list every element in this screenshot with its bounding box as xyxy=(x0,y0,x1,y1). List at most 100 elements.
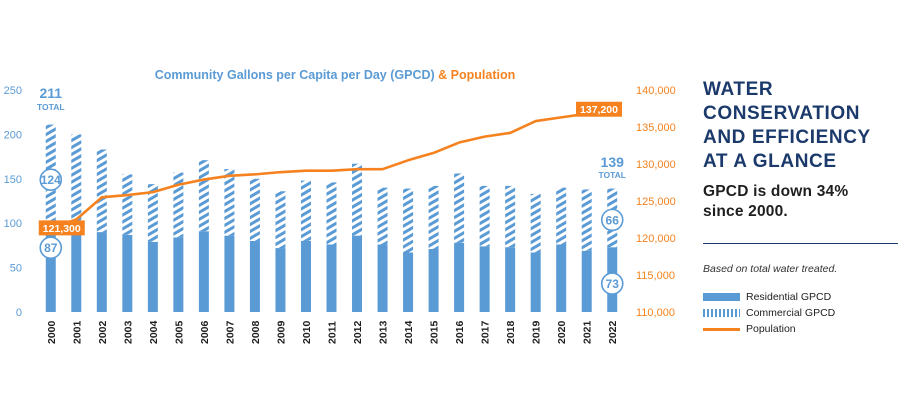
x-tick-label: 2021 xyxy=(582,320,594,344)
total-end-word: TOTAL xyxy=(598,170,626,180)
x-tick-label: 2000 xyxy=(46,320,58,344)
residential-start-badge-value: 87 xyxy=(44,241,58,255)
commercial-bar xyxy=(198,160,209,232)
x-tick-label: 2001 xyxy=(71,320,83,344)
residential-bar xyxy=(198,231,209,312)
legend-label-population: Population xyxy=(746,323,796,335)
x-axis-labels: 2000 2001 2002 2003 2004 2005 2006 2007 2008 2009… xyxy=(46,320,619,344)
sidebar-note: Based on total water treated. xyxy=(703,263,838,275)
x-tick-label: 2022 xyxy=(607,320,619,344)
sidebar-title: WATER CONSERVATION AND EFFICIENCY AT A G… xyxy=(703,79,871,172)
x-tick-label: 2006 xyxy=(199,320,211,344)
residential-swatch xyxy=(703,293,740,301)
commercial-bar xyxy=(249,178,260,241)
residential-bar xyxy=(403,252,414,312)
population-line xyxy=(50,109,613,230)
legend-item-commercial: Commercial GPCD xyxy=(703,305,835,321)
commercial-bar xyxy=(122,174,133,235)
x-tick-label: 2014 xyxy=(403,320,415,344)
residential-end-badge-value: 73 xyxy=(606,277,620,291)
residential-bar xyxy=(275,248,286,312)
residential-bar xyxy=(45,234,56,312)
commercial-swatch xyxy=(703,309,740,317)
residential-bar xyxy=(530,252,541,312)
right-tick-label: 115,000 xyxy=(636,270,675,282)
commercial-bar xyxy=(71,134,82,234)
left-tick-label: 50 xyxy=(10,263,22,275)
residential-bar xyxy=(71,233,82,312)
commercial-bar xyxy=(479,185,490,247)
left-tick-label: 200 xyxy=(4,129,22,141)
residential-bar xyxy=(96,232,107,312)
commercial-bar xyxy=(147,184,158,242)
total-start-value: 211 xyxy=(39,85,62,101)
commercial-end-badge-circle xyxy=(600,208,624,232)
residential-bar xyxy=(352,235,363,312)
commercial-bar xyxy=(581,189,592,251)
residential-start-badge-circle xyxy=(39,236,63,260)
residential-bar xyxy=(556,244,567,312)
x-tick-label: 2005 xyxy=(173,320,185,344)
total-end-value: 139 xyxy=(601,154,625,170)
commercial-bar xyxy=(352,163,363,236)
x-tick-label: 2002 xyxy=(97,320,109,344)
x-tick-label: 2019 xyxy=(531,320,543,344)
population-end-label: 137,200 xyxy=(580,104,618,116)
residential-bar xyxy=(505,247,516,312)
commercial-bar xyxy=(377,187,388,245)
sidebar-divider xyxy=(703,243,898,244)
chart-title: Community Gallons per Capita per Day (GP… xyxy=(155,68,515,82)
legend-item-residential: Residential GPCD xyxy=(703,289,835,305)
legend-item-population: Population xyxy=(703,321,835,337)
population-start-label: 121,300 xyxy=(43,223,81,235)
commercial-bar xyxy=(556,187,567,245)
x-tick-label: 2003 xyxy=(122,320,134,344)
commercial-bar xyxy=(173,172,184,238)
residential-bar xyxy=(224,235,235,312)
x-tick-label: 2009 xyxy=(275,320,287,344)
population-swatch xyxy=(703,327,740,331)
left-tick-label: 150 xyxy=(4,174,22,186)
commercial-bar xyxy=(403,188,414,253)
commercial-start-badge-circle xyxy=(39,168,63,191)
commercial-bar xyxy=(505,185,516,248)
total-start-word: TOTAL xyxy=(37,102,65,112)
commercial-end-badge-value: 66 xyxy=(606,213,620,227)
residential-bar xyxy=(173,237,184,312)
commercial-bar xyxy=(530,193,541,253)
bars-group xyxy=(45,124,618,312)
x-tick-label: 2004 xyxy=(148,320,160,344)
commercial-bar xyxy=(326,182,337,245)
sidebar-subtitle: GPCD is down 34% since 2000. xyxy=(703,183,849,220)
commercial-bar xyxy=(300,180,311,241)
left-tick-label: 100 xyxy=(4,218,22,230)
right-tick-label: 140,000 xyxy=(636,85,676,97)
residential-bar xyxy=(147,241,158,312)
residential-bar xyxy=(454,242,465,312)
left-tick-label: 250 xyxy=(4,85,22,97)
commercial-bar xyxy=(454,173,465,243)
chart-title-main: Community Gallons per Capita per Day (GP… xyxy=(155,68,435,82)
residential-bar xyxy=(377,244,388,312)
residential-end-badge-circle xyxy=(600,272,624,295)
right-tick-label: 130,000 xyxy=(636,159,676,171)
x-tick-label: 2017 xyxy=(480,320,492,344)
chart-title-suffix: & Population xyxy=(438,68,515,82)
sidebar: WATER CONSERVATION AND EFFICIENCY AT A G… xyxy=(703,78,893,222)
x-tick-label: 2018 xyxy=(505,320,517,344)
right-y-axis: 110,000 115,000 120,000 125,000 130,000 135,0… xyxy=(636,85,676,319)
population-line-group xyxy=(50,109,613,230)
commercial-bar xyxy=(96,149,107,233)
commercial-start-badge-value: 124 xyxy=(41,173,61,187)
x-tick-label: 2007 xyxy=(224,320,236,344)
legend: Residential GPCD Commercial GPCD Populat… xyxy=(703,289,835,337)
x-tick-label: 2020 xyxy=(556,320,568,344)
x-tick-label: 2010 xyxy=(301,320,313,344)
x-tick-label: 2011 xyxy=(327,321,339,344)
residential-bar xyxy=(479,246,490,312)
population-start-box xyxy=(38,220,85,236)
x-tick-label: 2016 xyxy=(454,320,466,344)
commercial-bar xyxy=(224,169,235,236)
residential-bar xyxy=(428,248,439,312)
